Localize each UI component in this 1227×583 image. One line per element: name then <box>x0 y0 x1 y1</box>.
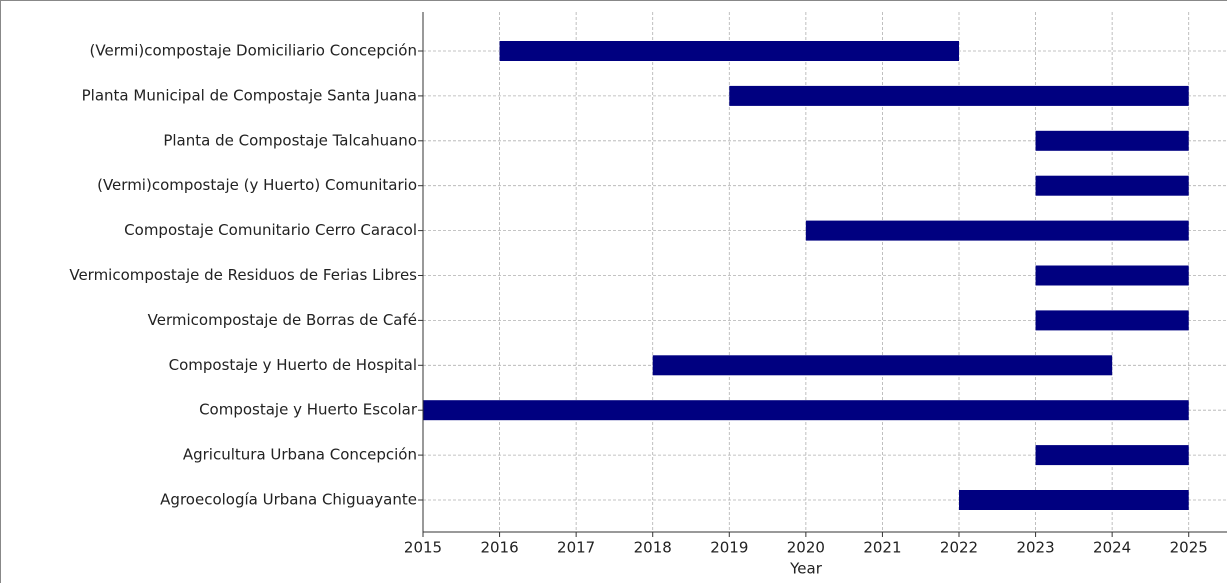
bar <box>959 490 1189 510</box>
y-tick-label: (Vermi)compostaje Domiciliario Concepció… <box>90 42 417 60</box>
bar <box>423 400 1189 421</box>
x-tick-label: 2019 <box>710 539 748 557</box>
bar <box>805 220 1189 241</box>
bar <box>1035 445 1189 466</box>
x-tick-label: 2024 <box>1093 539 1131 557</box>
y-tick-label: Agricultura Urbana Concepción <box>183 446 417 464</box>
x-tick-label: 2018 <box>634 539 672 557</box>
x-tick-label: 2022 <box>940 539 978 557</box>
y-tick-label: Compostaje Comunitario Cerro Caracol <box>124 221 417 239</box>
x-tick-label: 2016 <box>480 539 518 557</box>
y-tick-label: Agroecología Urbana Chiguayante <box>160 491 417 509</box>
y-tick-label: Compostaje y Huerto de Hospital <box>169 356 417 374</box>
bar <box>1035 310 1189 331</box>
y-tick-label: Compostaje y Huerto Escolar <box>199 401 418 419</box>
x-tick-label: 2025 <box>1170 539 1208 557</box>
x-tick-label: 2023 <box>1016 539 1054 557</box>
y-tick-label: Vermicompostaje de Residuos de Ferias Li… <box>69 266 417 284</box>
bar <box>1035 175 1189 196</box>
bar <box>652 355 1113 376</box>
x-axis-label: Year <box>789 560 823 578</box>
bar <box>729 85 1189 106</box>
bar <box>1035 265 1189 286</box>
bar <box>499 41 959 61</box>
y-tick-label: (Vermi)compostaje (y Huerto) Comunitario <box>97 176 417 194</box>
x-tick-label: 2020 <box>787 539 825 557</box>
x-tick-label: 2021 <box>863 539 901 557</box>
x-tick-label: 2015 <box>404 539 442 557</box>
y-tick-label: Planta Municipal de Compostaje Santa Jua… <box>82 86 417 104</box>
bar <box>1035 130 1189 151</box>
y-tick-label: Planta de Compostaje Talcahuano <box>163 131 417 149</box>
y-tick-label: Vermicompostaje de Borras de Café <box>148 311 417 329</box>
x-tick-label: 2017 <box>557 539 595 557</box>
